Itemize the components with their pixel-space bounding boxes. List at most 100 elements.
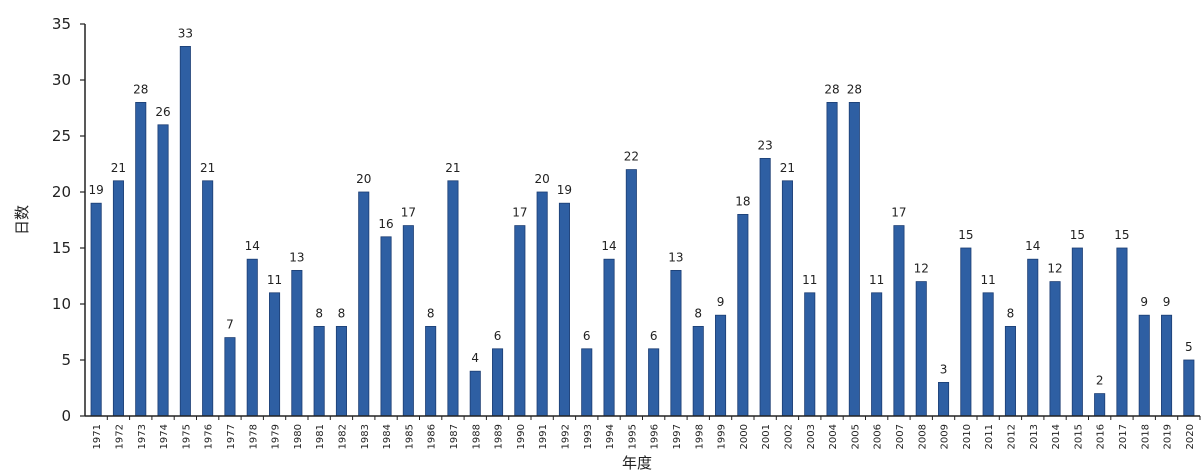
x-tick-label: 1971 <box>92 424 103 449</box>
data-label-1987: 21 <box>445 161 460 175</box>
bars-group <box>90 46 1195 417</box>
bar-1978 <box>246 258 258 417</box>
data-label-2003: 11 <box>802 273 817 287</box>
bar-2001 <box>759 157 771 417</box>
data-label-1999: 9 <box>717 295 725 309</box>
bar-1990 <box>514 225 526 417</box>
bar-1992 <box>558 202 570 417</box>
x-tick-label: 2009 <box>940 424 951 449</box>
data-label-1986: 8 <box>427 306 435 320</box>
data-label-1988: 4 <box>471 351 479 365</box>
y-axis-title: 日数 <box>13 205 31 235</box>
bar-1988 <box>469 370 481 417</box>
y-tick-label: 30 <box>52 71 71 89</box>
y-ticks-group: 0 5 10 15 20 25 30 35 <box>52 15 85 425</box>
x-axis-title: 年度 <box>622 454 652 472</box>
data-label-1973: 28 <box>133 82 148 96</box>
x-tick-label: 1973 <box>137 424 148 449</box>
x-tick-label: 1986 <box>427 424 438 449</box>
data-label-1985: 17 <box>401 206 416 220</box>
bar-2008 <box>915 281 927 417</box>
bar-1999 <box>715 314 727 417</box>
data-label-1998: 8 <box>694 306 702 320</box>
data-label-2019: 9 <box>1163 295 1171 309</box>
x-tick-label: 2018 <box>1140 424 1151 449</box>
data-label-1997: 13 <box>668 250 683 264</box>
x-tick-label: 2012 <box>1006 424 1017 449</box>
bar-1989 <box>492 348 504 417</box>
x-tick-label: 2017 <box>1118 424 1129 449</box>
bar-1977 <box>224 337 236 417</box>
x-tick-label: 2010 <box>962 424 973 449</box>
data-label-1977: 7 <box>226 318 234 332</box>
x-tick-label: 1994 <box>605 424 616 449</box>
x-tick-label: 1982 <box>337 424 348 449</box>
bar-2014 <box>1049 281 1061 417</box>
bar-1994 <box>603 258 615 417</box>
data-label-1990: 17 <box>512 206 527 220</box>
bar-2012 <box>1004 325 1016 417</box>
x-tick-label: 1991 <box>538 424 549 449</box>
bar-1985 <box>402 225 414 417</box>
data-label-1993: 6 <box>583 329 591 343</box>
bar-1993 <box>581 348 593 417</box>
x-tick-label: 2001 <box>761 424 772 449</box>
x-tick-label: 1988 <box>471 424 482 449</box>
data-label-1976: 21 <box>200 161 215 175</box>
data-label-2005: 28 <box>847 82 862 96</box>
data-label-2006: 11 <box>869 273 884 287</box>
bar-1979 <box>269 292 281 417</box>
data-label-2009: 3 <box>940 362 948 376</box>
x-tick-label: 2014 <box>1051 424 1062 449</box>
bar-2005 <box>848 102 860 417</box>
x-tick-label: 1980 <box>293 424 304 449</box>
bar-1976 <box>202 180 214 417</box>
x-tick-label: 2020 <box>1185 424 1196 449</box>
bar-1996 <box>648 348 660 417</box>
data-label-1972: 21 <box>111 161 126 175</box>
x-tick-label: 1992 <box>560 424 571 449</box>
x-tick-label: 2002 <box>783 424 794 449</box>
x-tick-label: 1976 <box>204 424 215 449</box>
x-tick-label: 2004 <box>828 424 839 449</box>
x-tick-label: 1981 <box>315 424 326 449</box>
data-label-1992: 19 <box>557 183 572 197</box>
x-tick-label: 1977 <box>226 424 237 449</box>
bar-1984 <box>380 236 392 417</box>
x-tick-label: 1975 <box>181 424 192 449</box>
data-label-2020: 5 <box>1185 340 1193 354</box>
bar-2002 <box>781 180 793 417</box>
bar-1975 <box>179 46 191 417</box>
x-tick-label: 1989 <box>494 424 505 449</box>
bar-2015 <box>1071 247 1083 417</box>
data-label-2014: 12 <box>1047 262 1062 276</box>
data-label-2012: 8 <box>1007 306 1015 320</box>
y-tick-label: 15 <box>52 239 71 257</box>
y-tick-label: 5 <box>61 351 71 369</box>
data-label-2013: 14 <box>1025 239 1040 253</box>
bar-2000 <box>737 213 749 417</box>
x-ticks-group: 1971 1972 1973 1974 1975 1976 1977 1978 1979 1980… <box>92 416 1201 449</box>
x-tick-label: 1999 <box>717 424 728 449</box>
data-label-2008: 12 <box>914 262 929 276</box>
bar-1974 <box>157 124 169 417</box>
bar-1987 <box>447 180 459 417</box>
x-tick-label: 1996 <box>650 424 661 449</box>
x-tick-label: 2011 <box>984 424 995 449</box>
x-tick-label: 1978 <box>248 424 259 449</box>
data-label-1975: 33 <box>178 26 193 40</box>
data-label-1996: 6 <box>650 329 658 343</box>
bar-2013 <box>1027 258 1039 417</box>
x-tick-label: 1983 <box>360 424 371 449</box>
data-label-1989: 6 <box>494 329 502 343</box>
x-tick-label: 1974 <box>159 424 170 449</box>
bar-1972 <box>112 180 124 417</box>
data-label-2018: 9 <box>1140 295 1148 309</box>
data-label-1983: 20 <box>356 172 371 186</box>
data-label-2007: 17 <box>891 206 906 220</box>
bar-1983 <box>358 191 370 417</box>
data-label-1991: 20 <box>535 172 550 186</box>
y-tick-label: 20 <box>52 183 71 201</box>
x-tick-label: 2003 <box>806 424 817 449</box>
